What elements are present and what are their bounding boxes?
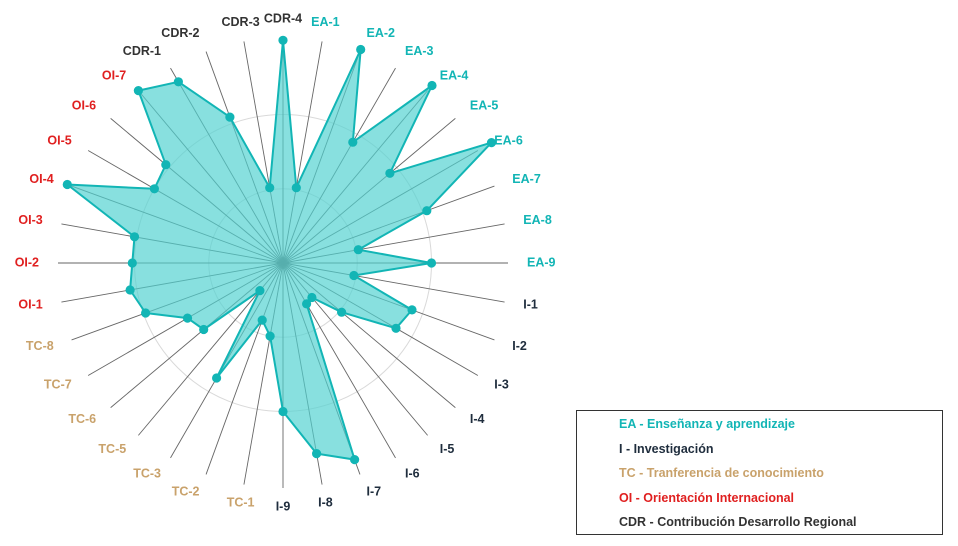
point-cdr-3 [265,183,275,193]
point-i-7 [350,455,360,465]
label-cdr-4: CDR-4 [264,11,302,25]
point-ea-5 [385,168,395,178]
point-tc-6 [199,324,209,335]
point-ea-4 [427,80,437,91]
legend-item-tc: TC - Tranferencia de conocimiento [619,466,824,480]
label-i-6: I-6 [405,467,420,481]
label-i-5: I-5 [440,442,455,456]
category-labels: CDR-4 EA-1 EA-2 EA-3 EA-4 EA-5 EA-6 EA-7 EA-8 EA-… [15,11,556,513]
label-i-9: I-9 [276,499,291,513]
legend-item-cdr: CDR - Contribución Desarrollo Regional [619,515,857,529]
label-oi-6: OI-6 [72,98,96,112]
label-cdr-2: CDR-2 [161,26,199,40]
chart-legend: EA - Enseñanza y aprendizaje I - Investi… [576,410,943,535]
label-i-3: I-3 [494,377,509,391]
label-tc-3: TC-3 [133,467,161,481]
label-i-8: I-8 [318,496,333,510]
point-ea-2 [356,44,366,55]
point-tc-3 [212,373,222,383]
label-oi-7: OI-7 [102,68,126,82]
legend-item-i: I - Investigación [619,442,714,456]
point-oi-6 [161,160,171,170]
label-ea-4: EA-4 [440,68,469,82]
label-oi-1: OI-1 [18,298,42,312]
label-i-2: I-2 [512,339,527,353]
point-ea-6 [486,138,497,148]
label-ea-3: EA-3 [405,44,434,58]
point-cdr-1 [173,77,183,87]
point-i-8 [312,449,322,459]
point-tc-2 [257,315,267,325]
label-ea-7: EA-7 [512,172,541,186]
label-tc-1: TC-1 [227,496,255,510]
label-oi-3: OI-3 [18,213,42,227]
label-ea-8: EA-8 [523,213,552,227]
label-i-4: I-4 [470,412,485,426]
point-i-5 [307,292,317,303]
label-cdr-3: CDR-3 [221,15,259,29]
label-tc-7: TC-7 [44,377,72,391]
point-i-9 [278,406,288,417]
point-oi-7 [133,86,143,96]
label-tc-2: TC-2 [172,485,200,499]
point-oi-4 [62,179,72,190]
label-oi-2: OI-2 [15,255,39,269]
point-oi-3 [129,232,140,242]
point-oi-2 [127,258,137,268]
point-ea-1 [291,183,301,193]
label-i-7: I-7 [367,485,382,499]
label-i-1: I-1 [523,298,538,312]
point-cdr-2 [225,112,235,122]
point-ea-8 [353,245,363,255]
label-oi-4: OI-4 [29,172,53,186]
point-tc-8 [141,308,151,318]
point-i-3 [391,323,401,333]
point-i-4 [337,307,347,317]
label-ea-1: EA-1 [311,15,340,29]
point-tc-1 [265,331,275,341]
label-oi-5: OI-5 [47,133,71,147]
point-cdr-4 [278,35,288,45]
point-i-1 [349,270,359,281]
label-cdr-1: CDR-1 [123,44,161,58]
point-ea-9 [426,258,437,268]
point-tc-7 [182,313,193,323]
label-ea-6: EA-6 [494,133,523,147]
point-oi-1 [125,285,135,295]
point-i-6 [302,299,312,309]
label-ea-2: EA-2 [367,26,396,40]
point-i-2 [407,305,417,315]
series-points [62,35,497,465]
label-ea-9: EA-9 [527,255,556,269]
legend-item-ea: EA - Enseñanza y aprendizaje [619,417,795,431]
point-tc-5 [255,286,265,296]
point-oi-5 [149,184,159,194]
point-ea-3 [348,137,358,147]
label-tc-6: TC-6 [68,412,96,426]
point-ea-7 [422,206,432,216]
legend-item-oi: OI - Orientación Internacional [619,491,795,505]
label-tc-8: TC-8 [26,339,54,353]
series-area [66,39,493,461]
label-tc-5: TC-5 [98,442,126,456]
label-ea-5: EA-5 [470,98,499,112]
